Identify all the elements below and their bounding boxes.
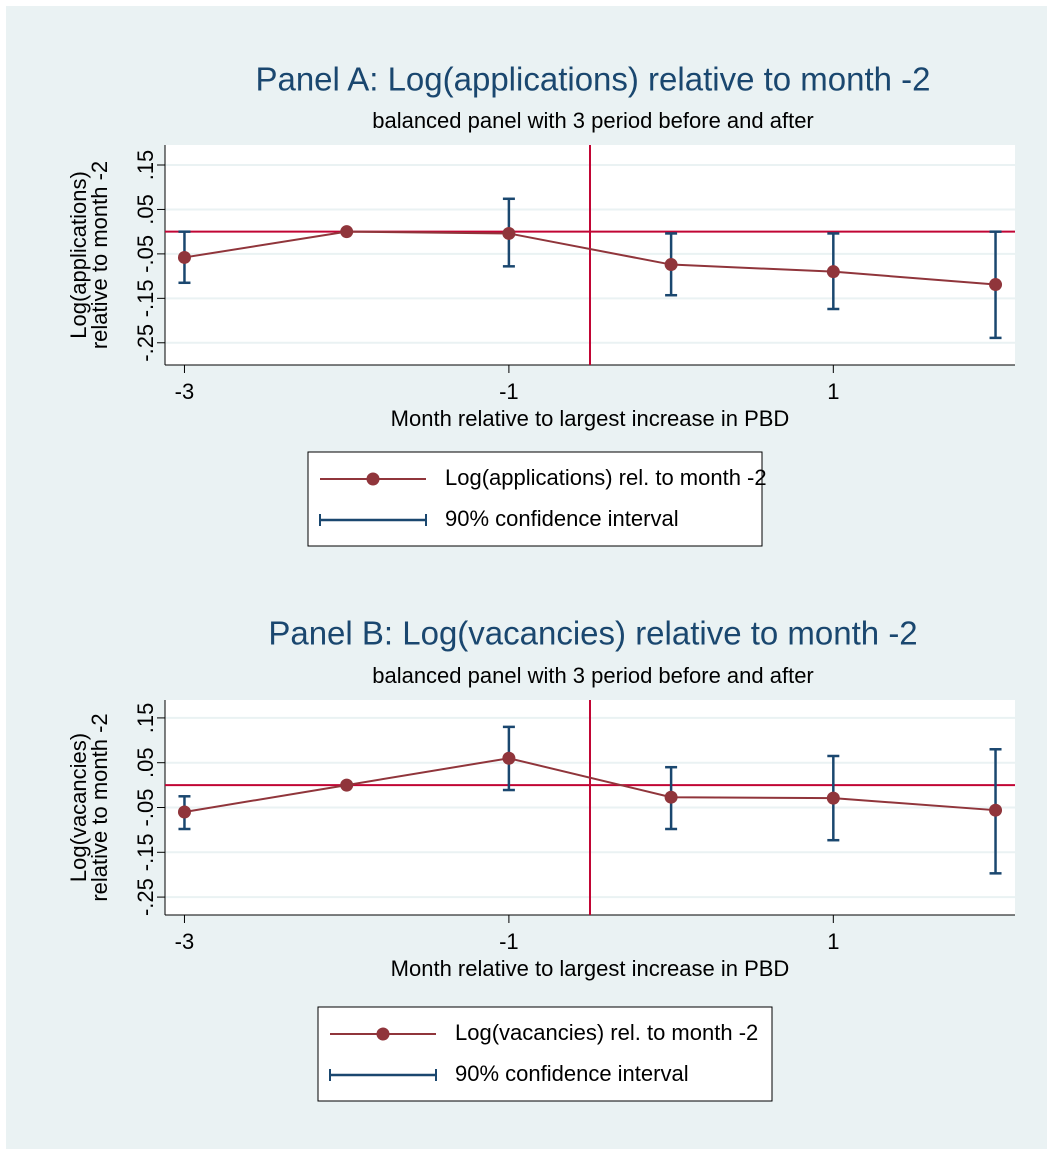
legend-box bbox=[317, 1006, 773, 1102]
x-tick-label: -3 bbox=[175, 929, 195, 954]
y-tick-label: -.05 bbox=[133, 789, 158, 827]
legend-marker bbox=[376, 1027, 390, 1041]
x-tick-label: 1 bbox=[827, 929, 839, 954]
data-point bbox=[502, 226, 516, 240]
y-tick-label: .15 bbox=[133, 703, 158, 734]
data-point bbox=[177, 805, 191, 819]
x-tick-label: -1 bbox=[499, 379, 519, 404]
y-tick-label: -.25 bbox=[133, 324, 158, 362]
y-axis-title: relative to month -2 bbox=[87, 161, 112, 349]
y-tick-label: -.15 bbox=[133, 279, 158, 317]
panel-subtitle: balanced panel with 3 period before and … bbox=[372, 663, 814, 688]
data-point bbox=[989, 803, 1003, 817]
y-tick-label: -.15 bbox=[133, 833, 158, 871]
data-point bbox=[340, 225, 354, 239]
y-tick-label: -.05 bbox=[133, 235, 158, 273]
y-tick-label: .05 bbox=[133, 747, 158, 778]
data-point bbox=[177, 250, 191, 264]
legend-label: 90% confidence interval bbox=[455, 1061, 689, 1086]
y-axis-title: Log(applications) bbox=[66, 171, 91, 339]
x-tick-label: 1 bbox=[827, 379, 839, 404]
y-axis-title: relative to month -2 bbox=[87, 713, 112, 901]
y-tick-label: .15 bbox=[133, 150, 158, 181]
x-tick-label: -1 bbox=[499, 929, 519, 954]
x-axis-title: Month relative to largest increase in PB… bbox=[391, 956, 790, 981]
x-axis-title: Month relative to largest increase in PB… bbox=[391, 406, 790, 431]
data-point bbox=[826, 791, 840, 805]
data-point bbox=[664, 790, 678, 804]
legend-marker bbox=[366, 472, 380, 486]
legend-label: Log(vacancies) rel. to month -2 bbox=[455, 1020, 758, 1045]
legend-label: Log(applications) rel. to month -2 bbox=[445, 465, 767, 490]
x-tick-label: -3 bbox=[175, 379, 195, 404]
data-point bbox=[826, 265, 840, 279]
data-point bbox=[340, 778, 354, 792]
panel-subtitle: balanced panel with 3 period before and … bbox=[372, 108, 814, 133]
y-tick-label: .05 bbox=[133, 194, 158, 225]
panel-title: Panel B: Log(vacancies) relative to mont… bbox=[268, 615, 917, 652]
series-line bbox=[184, 230, 996, 286]
data-point bbox=[989, 278, 1003, 292]
y-tick-label: -.25 bbox=[133, 878, 158, 916]
legend-label: 90% confidence interval bbox=[445, 506, 679, 531]
series-line bbox=[184, 757, 996, 813]
data-point bbox=[502, 751, 516, 765]
y-axis-title: Log(vacancies) bbox=[66, 733, 91, 882]
legend-box bbox=[307, 451, 763, 547]
panel-title: Panel A: Log(applications) relative to m… bbox=[255, 61, 930, 98]
data-point bbox=[664, 258, 678, 272]
